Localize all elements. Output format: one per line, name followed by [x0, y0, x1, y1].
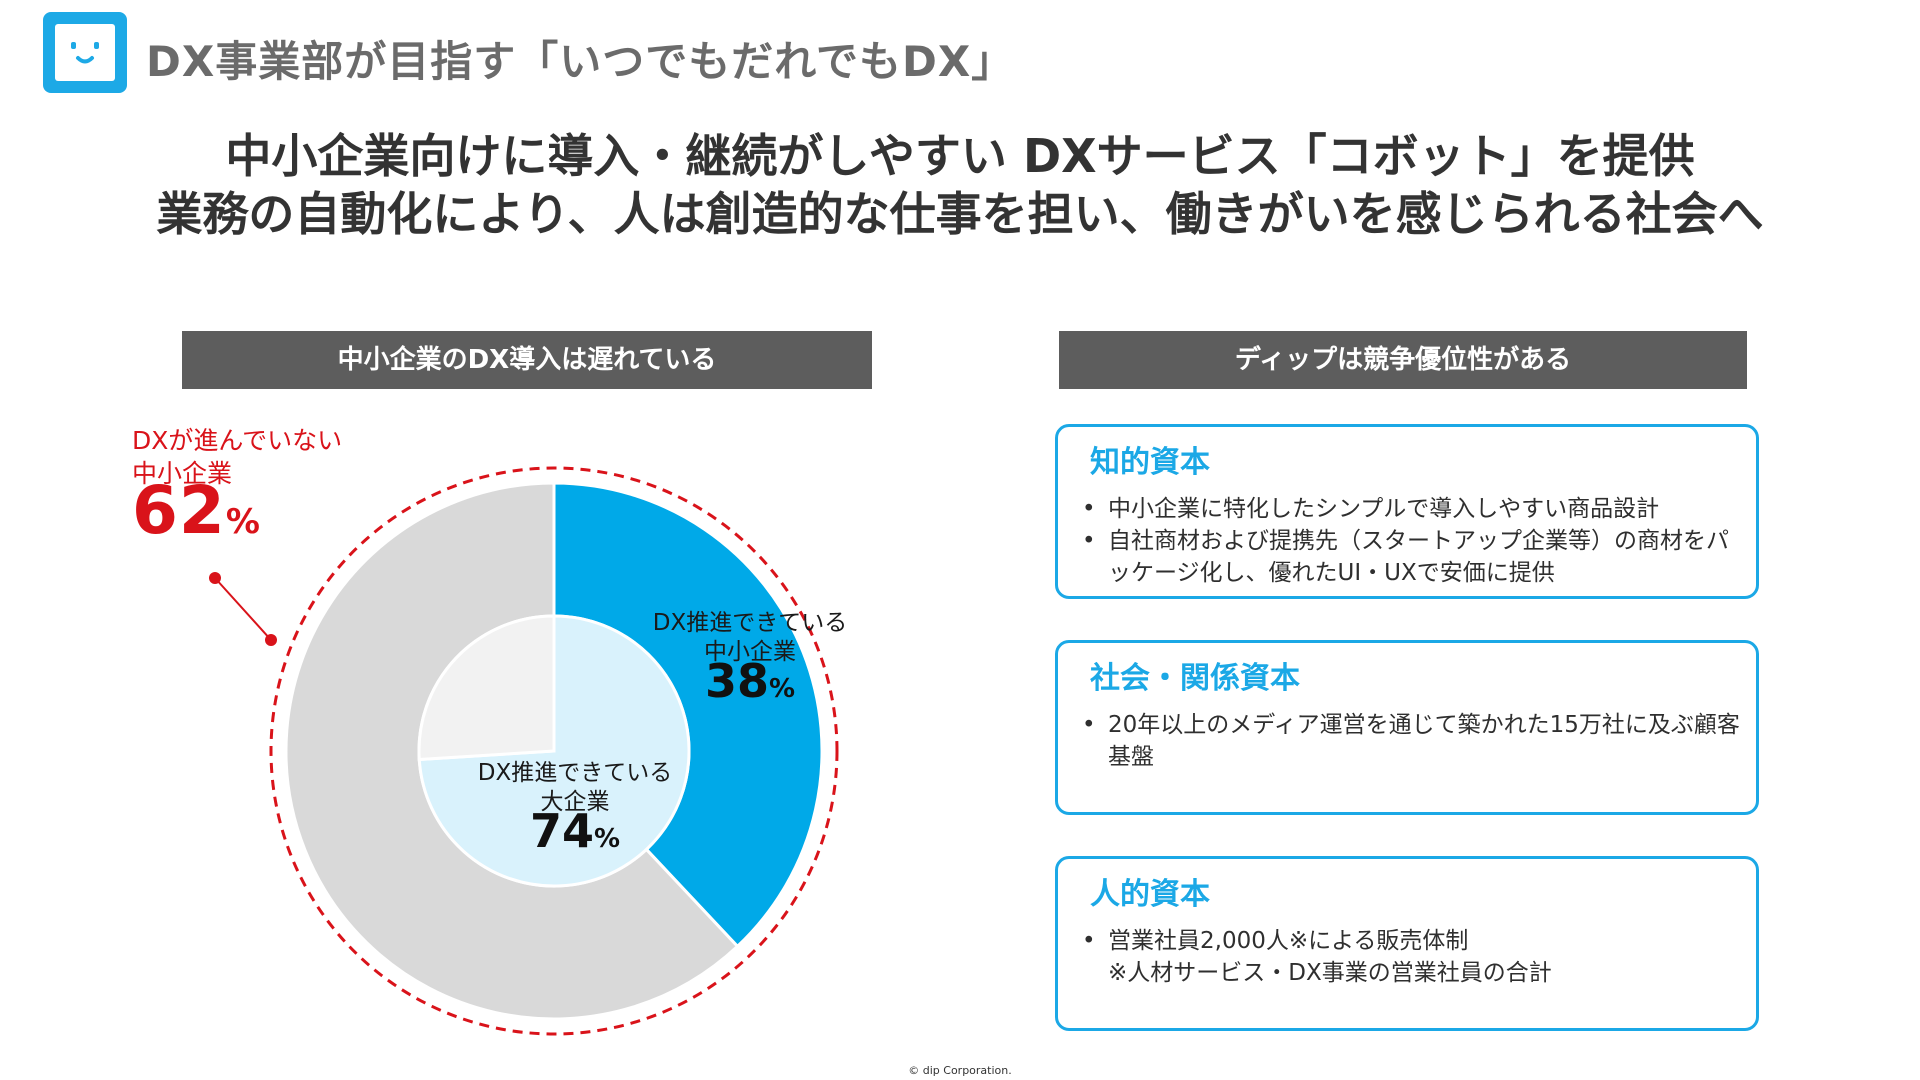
large-dx-label-line1: DX推進できている [477, 760, 673, 786]
human-capital-card: 人的資本 営業社員2,000人※による販売体制 ※人材サービス・DX事業の営業社… [1055, 856, 1759, 1031]
sme-dx-value: 38 [704, 654, 769, 708]
percent-sign: % [593, 824, 621, 854]
card-bullet: 中小企業に特化したシンプルで導入しやすい商品設計 [1080, 493, 1740, 525]
company-logo [43, 12, 127, 93]
card-bullet-list: 20年以上のメディア運営を通じて築かれた15万社に及ぶ顧客基盤 [1080, 709, 1740, 773]
right-section-header: ディップは競争優位性がある [1059, 331, 1747, 389]
card-title: 人的資本 [1090, 877, 1210, 912]
copyright-footer: © dip Corporation. [908, 1064, 1012, 1077]
headline-line-1: 中小企業向けに導入・継続がしやすい DXサービス「コボット」を提供 [225, 129, 1695, 183]
large-enterprise-dx-label: DX推進できている 大企業 74% [455, 759, 695, 855]
large-dx-percent: 74% [455, 808, 695, 855]
callout-dot-end [265, 634, 277, 646]
card-bullet: 20年以上のメディア運営を通じて築かれた15万社に及ぶ顧客基盤 [1080, 709, 1740, 773]
card-bullet-list: 中小企業に特化したシンプルで導入しやすい商品設計 自社商材および提携先（スタート… [1080, 493, 1740, 589]
inner-ring-slice-1 [417, 614, 556, 762]
large-dx-value: 74 [529, 804, 594, 858]
page-title: DX事業部が目指す「いつでもだれでもDX」 [146, 37, 1015, 86]
sme-dx-label-line2: 中小企業 [704, 639, 796, 665]
left-section-header: 中小企業のDX導入は遅れている [182, 331, 872, 389]
large-dx-label-line2: 大企業 [540, 789, 610, 815]
sme-dx-label-line1: DX推進できている [652, 610, 848, 636]
callout-dot-start [209, 572, 221, 584]
card-bullet: 自社商材および提携先（スタートアップ企業等）の商材をパッケージ化し、優れたUI・… [1080, 525, 1740, 589]
card-title: 知的資本 [1090, 445, 1210, 480]
intellectual-capital-card: 知的資本 中小企業に特化したシンプルで導入しやすい商品設計 自社商材および提携先… [1055, 424, 1759, 599]
sme-not-dx-label: DXが進んでいない 中小企業 62% [132, 424, 343, 544]
card-footnote: ※人材サービス・DX事業の営業社員の合計 [1108, 960, 1552, 986]
dx-adoption-donut-chart [209, 466, 839, 1036]
smiley-face-icon [55, 24, 115, 81]
sme-not-dx-percent: 62% [132, 478, 342, 544]
card-title: 社会・関係資本 [1090, 661, 1300, 696]
sme-dx-percent: 38% [630, 658, 870, 705]
callout-leader-line [214, 577, 272, 641]
headline-line-2: 業務の自動化により、人は創造的な仕事を担い、働きがいを感じられる社会へ [156, 187, 1764, 241]
percent-sign: % [768, 674, 796, 704]
percent-sign: % [225, 502, 260, 542]
sme-not-dx-label-line2: 中小企業 [132, 459, 233, 488]
card-bullet-list: 営業社員2,000人※による販売体制 ※人材サービス・DX事業の営業社員の合計 [1080, 925, 1740, 989]
non-dx-highlight-ring [269, 466, 839, 1036]
card-bullet: 営業社員2,000人※による販売体制 [1080, 925, 1740, 957]
social-relationship-capital-card: 社会・関係資本 20年以上のメディア運営を通じて築かれた15万社に及ぶ顧客基盤 [1055, 640, 1759, 815]
sme-dx-label: DX推進できている 中小企業 38% [630, 609, 870, 705]
sme-not-dx-label-line1: DXが進んでいない [132, 426, 343, 455]
sme-not-dx-value: 62 [132, 472, 226, 549]
